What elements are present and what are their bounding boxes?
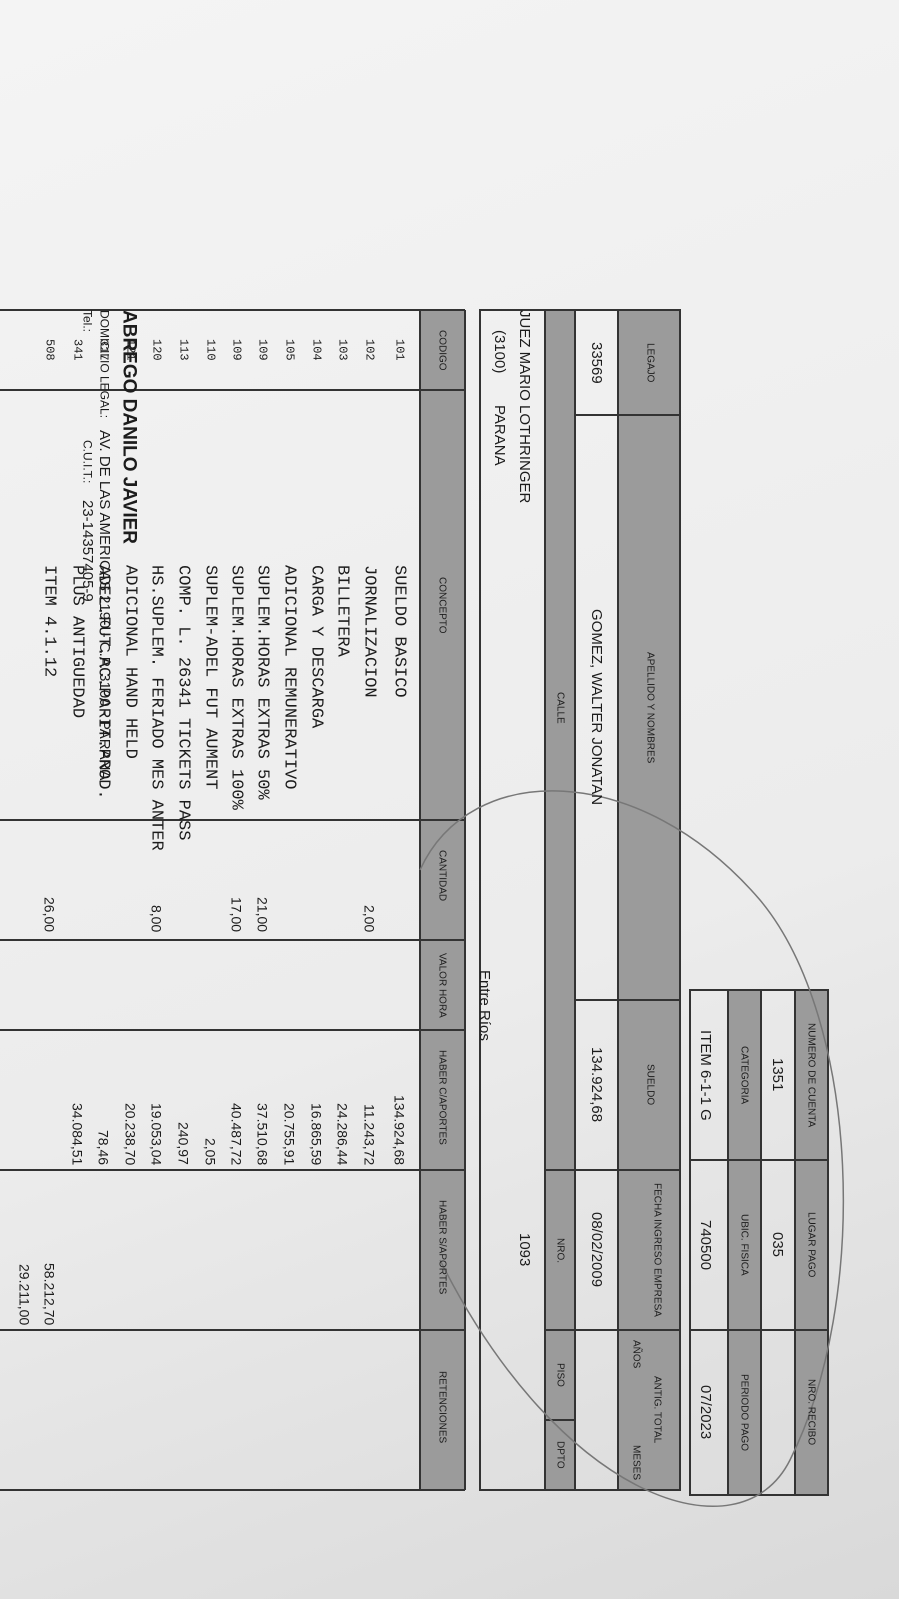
item-concept: SUPLEM.HORAS EXTRAS 100% [226, 565, 246, 810]
item-concept: JORNALIZACION [359, 565, 379, 698]
item-concept: BILLETERA [332, 565, 352, 657]
field-header: LUGAR PAGO [805, 1212, 817, 1278]
header-bands [420, 310, 828, 1495]
item-amount: 34.084,51 [69, 1102, 86, 1165]
item-concept: SUELDO BASICO [389, 565, 409, 698]
column-header: CONCEPTO [436, 576, 448, 634]
item-code: 103 [335, 339, 350, 361]
field-header: PERIODO PAGO [738, 1373, 750, 1452]
item-code: 109 [229, 339, 244, 361]
field-header: SUELDO [644, 1064, 656, 1106]
item-code: 105 [282, 339, 297, 361]
item-code: 508 [42, 339, 57, 361]
column-header: CODIGO [436, 329, 448, 371]
item-amount: 2,00 [361, 904, 378, 932]
field-value: 134.924,68 [587, 1047, 605, 1123]
item-amount: 17,00 [228, 896, 245, 932]
item-concept: PLUS ANTIGUEDAD [67, 565, 87, 719]
item-amount: 240,97 [175, 1122, 192, 1165]
item-amount: 26,00 [41, 896, 58, 932]
field-value: 07/2023 [696, 1385, 714, 1440]
field-header: CATEGORIA [738, 1045, 750, 1105]
item-concept: CARGA Y DESCARGA [306, 565, 326, 729]
item-amount: 40.487,72 [228, 1102, 245, 1165]
column-header: HABER S/APORTES [436, 1200, 448, 1295]
item-amount: 16.865,59 [308, 1102, 325, 1165]
field-value: 33569 [587, 341, 605, 384]
item-concept: COMP. L. 26341 TICKETS PASS [173, 565, 193, 841]
grid-lines [0, 309, 829, 1496]
field-value: 1351 [768, 1058, 786, 1092]
item-code: 101 [392, 339, 407, 361]
address-label: DOMICILIO LEGAL: [97, 310, 112, 419]
item-concept: HS.SUPLEM. FERIADO MES ANTER [146, 565, 166, 851]
field-value: 740500 [696, 1219, 714, 1271]
field-subheader: AÑOS [630, 1340, 642, 1369]
field-header: NUMERO DE CUENTA [805, 1022, 817, 1128]
field-header: APELLIDO Y NOMBRES [644, 651, 656, 764]
postal-code: (3100) [490, 330, 508, 374]
field-header: ANTIG. TOTAL [651, 1376, 663, 1444]
item-concept: ADICIONAL HAND HELD [120, 565, 140, 759]
item-concept: ITEM 4.1.12 [39, 565, 59, 678]
item-amount: 24.286,44 [334, 1102, 351, 1165]
item-code: 110 [203, 339, 218, 361]
item-amount: 37.510,68 [254, 1102, 271, 1165]
field-value: GOMEZ, WALTER JONATAN [587, 609, 605, 806]
field-header: CALLE [554, 691, 566, 724]
field-header: FECHA INGRESO EMPRESA [651, 1183, 663, 1317]
field-header: NRO. [554, 1237, 566, 1263]
item-amount: 8,00 [148, 904, 165, 932]
item-code: 317 [96, 339, 111, 361]
item-amount: 11.243,72 [361, 1103, 378, 1165]
field-value: 08/02/2009 [587, 1212, 605, 1288]
item-amount: 21,00 [254, 896, 271, 932]
column-header: HABER C/APORTES [436, 1050, 448, 1145]
cuit: 23-14357405-9 [78, 500, 96, 602]
field-header: UBIC. FISICA [738, 1214, 750, 1276]
item-amount: 58.212,70 [41, 1262, 58, 1325]
province: Entre Ríos [475, 970, 493, 1041]
item-code: 102 [362, 339, 377, 361]
item-amount: 134.924,68 [391, 1094, 408, 1165]
column-header: CANTIDAD [436, 850, 448, 902]
street-number: 1093 [515, 1233, 533, 1267]
item-concept: ADICIONAL REMUNERATIVO [279, 565, 299, 790]
field-value: 035 [768, 1232, 786, 1258]
field-header: LEGAJO [644, 342, 656, 383]
item-concept: SUPLEM-ADEL FUT AUMENT [200, 565, 220, 790]
item-amount: 2,05 [202, 1137, 219, 1165]
field-header: DPTO [554, 1441, 566, 1469]
item-concept: SUPLEM.HORAS EXTRAS 50% [252, 565, 272, 800]
column-header: RETENCIONES [436, 1371, 448, 1444]
street: JUEZ MARIO LOTHRINGER [515, 310, 533, 504]
field-subheader: MESES [630, 1445, 642, 1481]
item-amount: 19.053,04 [148, 1102, 165, 1165]
item-code: 341 [70, 339, 85, 361]
item-code: 104 [309, 339, 324, 361]
phone-label: Tel.: [80, 310, 95, 333]
cuit-label: C.U.I.T.: [80, 440, 95, 484]
address: AV. DE LAS AMERICAS 2190 - C.P. 3100 - P… [95, 430, 113, 781]
field-header: NRO. RECIBO [805, 1379, 817, 1446]
field-value: ITEM 6-1-1 G [696, 1029, 714, 1121]
item-amount: 20.238,70 [122, 1102, 139, 1165]
item-code: 120 [149, 339, 164, 361]
field-header: PISO [554, 1363, 566, 1387]
item-concept: ADEL.FUT.AC.PARIT.PROD. [93, 565, 113, 800]
company-name: ABREGO DANILO JAVIER [118, 310, 140, 545]
item-code: 109 [255, 339, 270, 361]
item-amount: 20.755,91 [281, 1102, 298, 1165]
item-code: 113 [176, 339, 191, 361]
column-header: VALOR HORA [436, 952, 448, 1018]
city: PARANA [490, 405, 508, 466]
item-amount: 29.211,00 [16, 1263, 33, 1325]
item-code: 121 [123, 339, 138, 361]
pen-mark [419, 790, 845, 1507]
item-amount: 78,46 [95, 1129, 112, 1165]
